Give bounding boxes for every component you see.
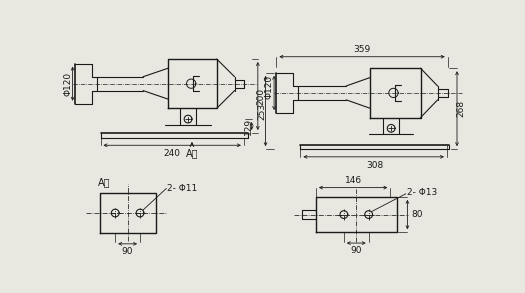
Text: 200: 200	[256, 87, 266, 105]
Text: 240: 240	[164, 149, 181, 158]
Text: A向: A向	[98, 177, 111, 187]
Text: 268: 268	[456, 100, 465, 117]
Text: 90: 90	[122, 247, 133, 256]
Text: 2- Φ11: 2- Φ11	[167, 184, 197, 193]
Text: 80: 80	[411, 210, 423, 219]
Text: 359: 359	[353, 45, 371, 54]
Text: 2- Φ13: 2- Φ13	[407, 188, 437, 197]
Text: A向: A向	[186, 148, 198, 158]
Text: Φ120: Φ120	[265, 75, 274, 99]
Text: 253: 253	[257, 103, 266, 120]
Text: 90: 90	[351, 246, 362, 255]
Text: 129: 129	[244, 117, 253, 134]
Text: Φ120: Φ120	[64, 71, 72, 96]
Text: 146: 146	[344, 176, 362, 185]
Text: 308: 308	[366, 161, 383, 170]
